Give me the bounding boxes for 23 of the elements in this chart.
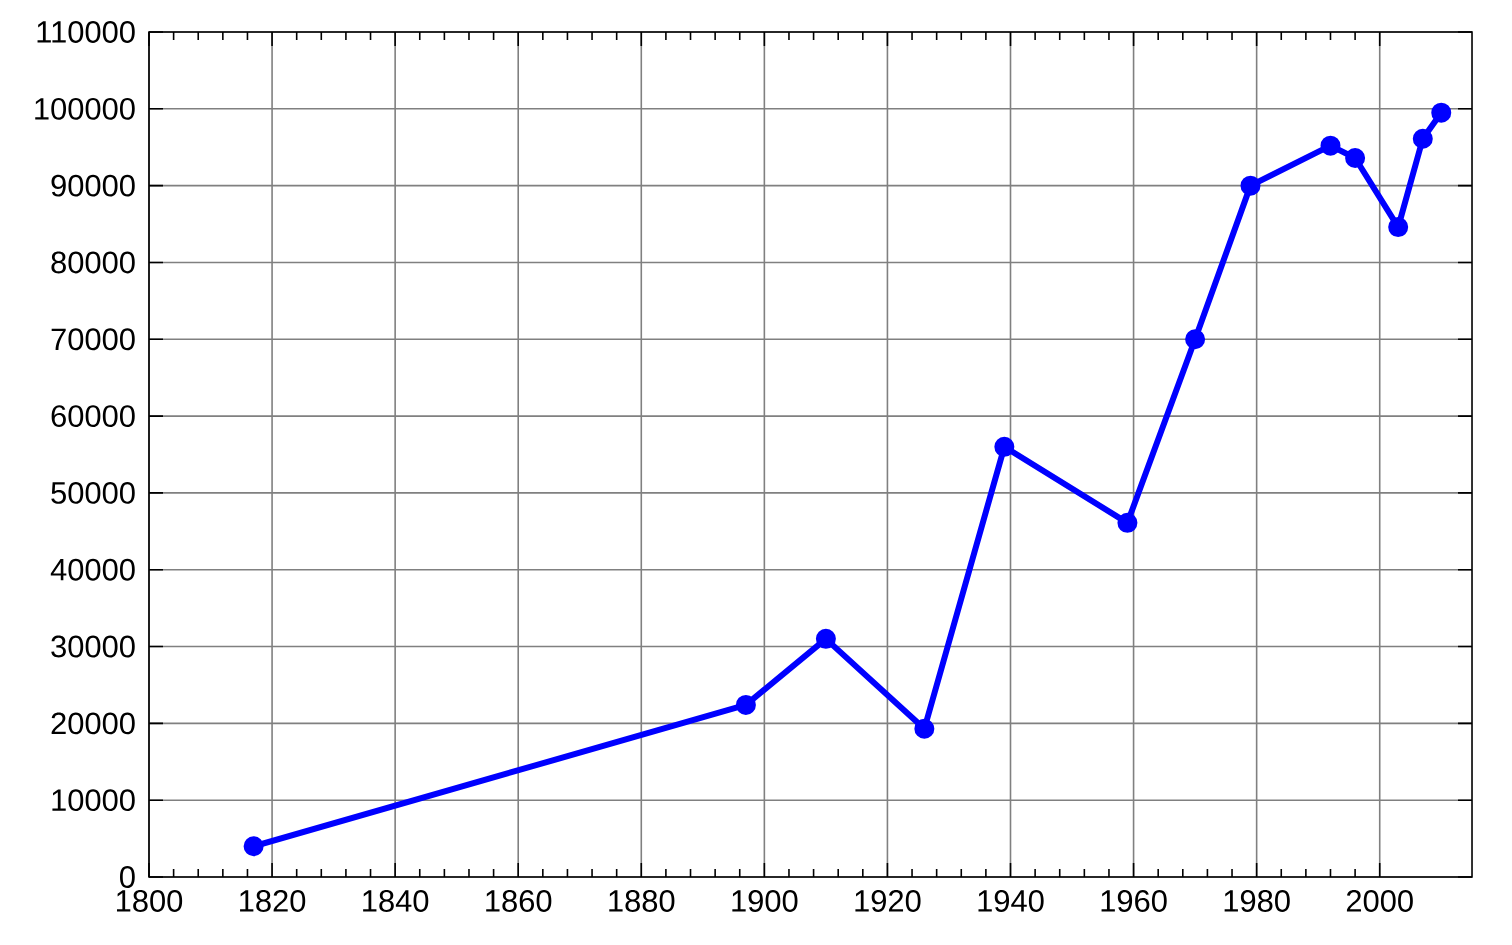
y-tick-label: 90000 [51, 174, 135, 197]
y-tick-label: 10000 [52, 789, 135, 812]
x-tick-label: 1840 [363, 890, 429, 912]
x-tick-label: 1820 [240, 890, 306, 912]
y-tick-label: 0 [120, 866, 135, 888]
y-tick-label: 30000 [51, 635, 135, 658]
y-tick-label: 70000 [51, 328, 135, 351]
y-tick-label: 50000 [51, 481, 135, 504]
x-tick-label: 1960 [1101, 890, 1167, 912]
x-tick-label: 1860 [486, 890, 552, 912]
x-tick-label: 1940 [978, 890, 1044, 912]
x-tick-label: 2000 [1346, 890, 1413, 912]
x-tick-label: 1980 [1224, 890, 1290, 912]
x-tick-label: 1900 [732, 890, 798, 912]
x-tick-label: 1920 [855, 890, 921, 912]
y-tick-label: 110000 [37, 21, 135, 43]
y-tick-label: 80000 [51, 251, 135, 274]
y-tick-label: 40000 [50, 558, 135, 581]
x-tick-label: 1800 [116, 890, 183, 912]
y-tick-label: 20000 [51, 712, 135, 735]
y-tick-label: 100000 [35, 97, 135, 120]
y-tick-label: 60000 [51, 405, 135, 428]
x-tick-label: 1880 [609, 890, 675, 912]
